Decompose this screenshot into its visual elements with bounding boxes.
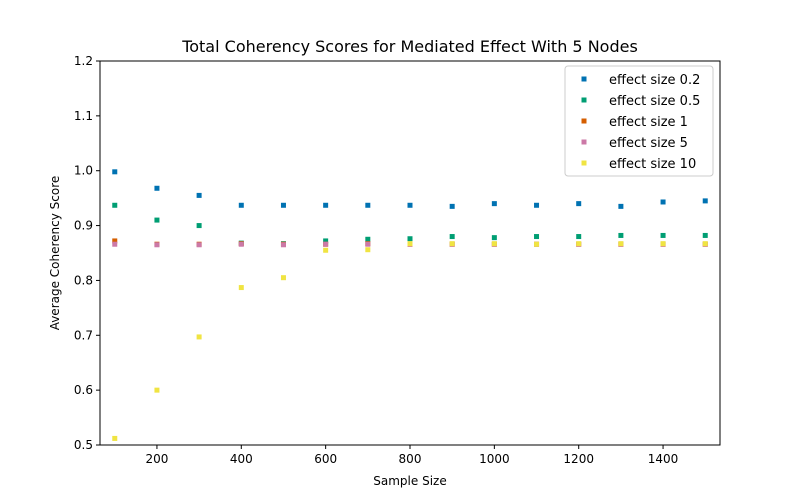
data-point xyxy=(491,241,497,247)
data-point xyxy=(238,241,244,247)
data-point xyxy=(280,275,286,281)
data-point xyxy=(365,236,371,242)
y-axis-ticks: 0.5 0.6 0.7 0.8 0.9 1.0 1.1 1.2 xyxy=(74,54,100,452)
data-point xyxy=(660,232,666,238)
data-point xyxy=(491,235,497,241)
legend-marker xyxy=(581,97,587,103)
data-point xyxy=(112,169,118,175)
data-point xyxy=(238,285,244,291)
data-point xyxy=(407,202,413,208)
data-point xyxy=(576,241,582,247)
data-point xyxy=(323,241,329,247)
legend-marker xyxy=(581,160,587,166)
data-point xyxy=(534,202,540,208)
data-point xyxy=(449,203,455,209)
data-point xyxy=(407,236,413,242)
legend-label: effect size 0.2 xyxy=(609,73,700,88)
data-point xyxy=(154,387,160,393)
x-tick-label: 400 xyxy=(230,452,253,466)
chart-title: Total Coherency Scores for Mediated Effe… xyxy=(181,37,638,56)
legend-label: effect size 1 xyxy=(609,115,688,130)
x-axis-ticks: 200 400 600 800 1000 1200 1400 xyxy=(145,445,678,466)
y-tick-label: 0.6 xyxy=(74,383,93,397)
legend-label: effect size 0.5 xyxy=(609,94,700,109)
data-point xyxy=(618,232,624,238)
y-tick-label: 0.8 xyxy=(74,273,93,287)
x-tick-label: 800 xyxy=(399,452,422,466)
data-point xyxy=(323,202,329,208)
data-point xyxy=(449,241,455,247)
x-tick-label: 1000 xyxy=(479,452,510,466)
data-point xyxy=(534,234,540,240)
data-point xyxy=(702,232,708,238)
legend-marker xyxy=(581,76,587,82)
data-point xyxy=(280,242,286,248)
data-point xyxy=(323,247,329,253)
x-axis-label: Sample Size xyxy=(373,474,446,488)
data-point xyxy=(365,247,371,253)
data-point xyxy=(660,199,666,205)
data-point xyxy=(112,202,118,208)
y-tick-label: 0.5 xyxy=(74,438,93,452)
y-tick-label: 1.0 xyxy=(74,164,93,178)
legend-marker xyxy=(581,139,587,145)
x-tick-label: 600 xyxy=(314,452,337,466)
data-point xyxy=(449,234,455,240)
data-point xyxy=(618,241,624,247)
data-point xyxy=(365,241,371,247)
data-point xyxy=(154,185,160,191)
data-point xyxy=(112,241,118,247)
y-tick-label: 1.2 xyxy=(74,54,93,68)
plot-frame xyxy=(99,60,721,446)
data-point xyxy=(154,217,160,223)
data-point xyxy=(196,334,202,340)
x-tick-label: 200 xyxy=(145,452,168,466)
legend-label: effect size 5 xyxy=(609,136,688,151)
data-point xyxy=(196,192,202,198)
data-point xyxy=(660,241,666,247)
data-point xyxy=(323,238,329,244)
y-tick-label: 0.9 xyxy=(74,219,93,233)
data-point xyxy=(576,201,582,207)
data-point xyxy=(196,223,202,229)
y-tick-label: 0.7 xyxy=(74,328,93,342)
data-point xyxy=(702,198,708,204)
data-point xyxy=(280,202,286,208)
data-point xyxy=(154,242,160,248)
data-point xyxy=(112,435,118,441)
data-point xyxy=(491,201,497,207)
x-tick-label: 1200 xyxy=(563,452,594,466)
data-point xyxy=(112,238,118,244)
data-point xyxy=(407,241,413,247)
data-point xyxy=(196,242,202,248)
data-point xyxy=(576,234,582,240)
series-1 xyxy=(112,202,708,247)
legend-frame xyxy=(564,65,714,177)
data-points xyxy=(112,169,708,441)
data-point xyxy=(238,202,244,208)
y-axis-label: Average Coherency Score xyxy=(48,176,62,331)
legend-marker xyxy=(581,118,587,124)
legend: effect size 0.2 effect size 0.5 effect siz… xyxy=(564,65,714,177)
y-tick-label: 1.1 xyxy=(74,109,93,123)
data-point xyxy=(365,202,371,208)
series-0 xyxy=(112,169,708,209)
data-point xyxy=(534,241,540,247)
x-tick-label: 1400 xyxy=(648,452,679,466)
data-point xyxy=(702,241,708,247)
series-4 xyxy=(112,241,708,441)
legend-label: effect size 10 xyxy=(609,157,696,172)
data-point xyxy=(618,203,624,209)
